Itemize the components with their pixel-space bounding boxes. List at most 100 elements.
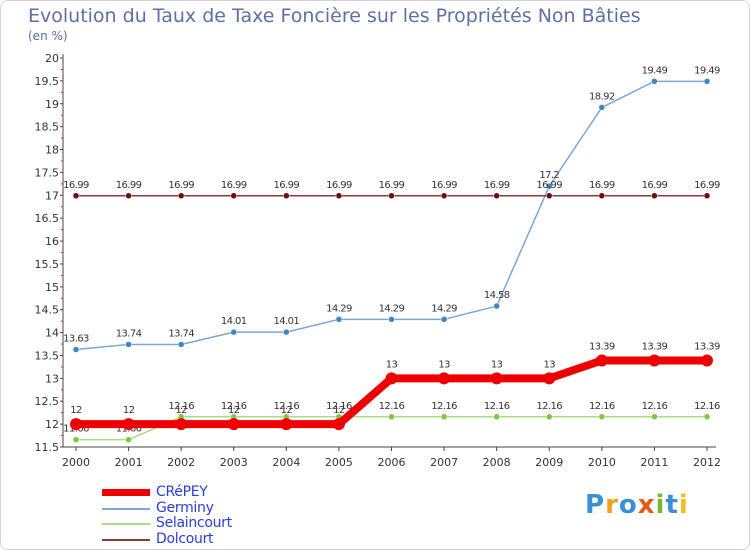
y-tick-label: 14 (45, 327, 59, 340)
data-label: 18.92 (589, 91, 615, 102)
data-label: 16.99 (589, 180, 615, 191)
logo-letter: P (585, 490, 606, 520)
data-label: 12.16 (221, 401, 247, 412)
data-point (598, 104, 606, 111)
data-point (598, 192, 606, 200)
data-point (493, 192, 500, 200)
data-label: 12.16 (379, 401, 405, 412)
y-tick-label: 20 (45, 52, 59, 65)
data-label: 14.29 (431, 303, 457, 314)
data-label: 19.49 (694, 65, 720, 76)
data-point (175, 418, 188, 431)
data-point (125, 192, 132, 200)
legend-label: Dolcourt (156, 530, 214, 547)
data-label: 16.99 (379, 180, 405, 191)
data-label: 13 (386, 359, 398, 370)
data-label: 16.99 (116, 180, 142, 191)
data-label: 14.01 (274, 316, 300, 327)
data-point (125, 436, 132, 443)
legend-label: CRéPEY (156, 484, 208, 500)
x-tick-label: 2008 (483, 456, 511, 469)
y-tick-label: 16.5 (35, 212, 60, 225)
data-label: 13.39 (694, 342, 720, 353)
x-tick-label: 2002 (167, 456, 195, 469)
data-label: 12.16 (694, 401, 720, 412)
y-tick-label: 14.5 (35, 304, 60, 317)
data-point (651, 78, 658, 85)
data-label: 14.01 (221, 316, 247, 327)
data-label: 12 (175, 405, 187, 416)
data-point (122, 418, 135, 431)
data-point (388, 316, 395, 323)
data-point (385, 372, 398, 385)
data-point (283, 328, 290, 336)
legend-label: Germiny (156, 499, 214, 516)
data-point (595, 354, 608, 367)
x-tick-label: 2010 (588, 456, 616, 469)
data-label: 16.99 (168, 180, 194, 191)
data-point (70, 418, 82, 431)
data-point (546, 413, 553, 421)
y-tick-label: 19 (45, 98, 59, 111)
proxiti-logo: Proxiti (585, 490, 689, 520)
data-point (388, 192, 395, 200)
data-point (651, 413, 658, 421)
data-label: 12.16 (484, 401, 510, 412)
data-label: 12.16 (536, 401, 562, 412)
x-tick-label: 2004 (272, 456, 300, 469)
data-label: 16.99 (63, 180, 89, 191)
unit-label: (en %) (28, 29, 68, 43)
data-label: 12.16 (589, 401, 615, 412)
data-point (177, 192, 185, 200)
y-tick-label: 18.5 (35, 121, 60, 134)
data-label: 16.99 (431, 180, 457, 191)
data-point (72, 192, 80, 200)
data-label: 12.16 (642, 401, 668, 412)
x-tick-label: 2012 (693, 456, 721, 469)
logo-letter: x (637, 490, 656, 520)
y-tick-label: 19.5 (35, 75, 60, 88)
legend-swatch (102, 489, 150, 496)
data-label: 13.74 (116, 328, 142, 339)
x-tick-label: 2000 (62, 456, 90, 469)
data-point (230, 192, 237, 200)
data-label: 13.39 (589, 342, 615, 353)
y-tick-label: 15.5 (35, 258, 60, 271)
data-point (388, 413, 395, 421)
data-label: 13.63 (63, 334, 89, 345)
data-label: 16.99 (274, 180, 300, 191)
data-label: 16.99 (484, 180, 510, 191)
data-label: 12 (228, 405, 240, 416)
x-tick-label: 2009 (535, 456, 563, 469)
data-point (230, 328, 237, 336)
data-point (440, 192, 448, 200)
data-label: 16.99 (221, 180, 247, 191)
series-crépey: 12 12 12 12 12 12 13 13 13 13 13.39 13.39 13.39 (70, 342, 721, 431)
data-point (543, 372, 556, 385)
legend-swatch (102, 523, 150, 525)
series-dolcourt: 16.99 16.99 16.99 16.99 16.99 16.99 16.99 16.99… (63, 180, 721, 200)
data-label: 14.29 (379, 303, 405, 314)
data-point (703, 78, 711, 85)
data-point (332, 418, 345, 431)
data-label: 16.99 (642, 180, 668, 191)
legend-swatch (102, 507, 150, 510)
logo-letter: r (605, 490, 619, 520)
y-tick-label: 17 (45, 189, 59, 202)
data-point (283, 192, 290, 200)
x-tick-label: 2006 (378, 456, 406, 469)
data-point (546, 182, 553, 190)
data-point (490, 372, 503, 385)
data-label: 19.49 (642, 65, 668, 76)
data-point (546, 192, 553, 200)
y-tick-label: 12 (45, 418, 59, 431)
data-point (701, 354, 713, 367)
data-point (72, 436, 80, 443)
data-point (440, 316, 448, 323)
data-point (493, 302, 500, 310)
data-label: 12 (123, 405, 135, 416)
data-point (280, 418, 293, 431)
data-label: 13.74 (168, 328, 194, 339)
y-tick-label: 11.5 (35, 441, 60, 454)
